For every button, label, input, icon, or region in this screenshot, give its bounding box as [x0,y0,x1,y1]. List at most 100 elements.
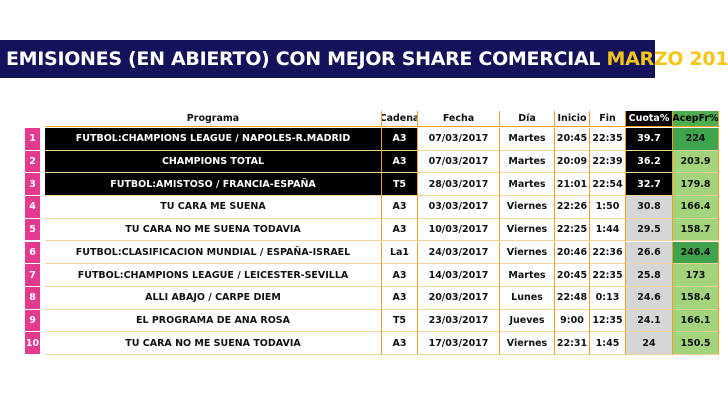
table-cell: 14/03/2017 [418,264,500,287]
table-cell: La1 [382,241,418,265]
table-cell: 22:25 [555,218,590,242]
table-cell: 22:26 [555,196,590,219]
table-cell: 25.8 [626,264,673,287]
title-bar: EMISIONES (EN ABIERTO) CON MEJOR SHARE C… [0,40,728,78]
column-header: Cadena [382,111,418,127]
table-cell: 17/03/2017 [418,332,500,355]
row-number: 10 [25,332,40,355]
table-cell: 22:48 [555,286,590,310]
table-cell: Martes [500,128,555,151]
table-cell: Martes [500,173,555,197]
table-cell: T5 [382,173,418,197]
table-cell: Martes [500,150,555,174]
table-cell: 203.9 [673,150,719,174]
program-name: FUTBOL:CLASIFICACION MUNDIAL / ESPAÑA-IS… [45,241,382,265]
table-cell: Viernes [500,218,555,242]
table-cell: 166.1 [673,309,719,333]
row-number: 3 [25,173,40,197]
table-cell: A3 [382,264,418,287]
row-number: 5 [25,218,40,242]
column-header: Cuota% [626,111,673,127]
column-header: Fin [590,111,626,127]
table-cell: Viernes [500,332,555,355]
program-name: FUTBOL:CHAMPIONS LEAGUE / LEICESTER-SEVI… [45,264,382,287]
table-cell: 22:39 [590,150,626,174]
table-cell: 20:46 [555,241,590,265]
program-name: FUTBOL:AMISTOSO / FRANCIA-ESPAÑA [45,173,382,197]
table-cell: 07/03/2017 [418,128,500,151]
table-cell: Viernes [500,196,555,219]
table-cell: 173 [673,264,719,287]
table-cell: Martes [500,264,555,287]
table-cell: 10/03/2017 [418,218,500,242]
table-cell: T5 [382,309,418,333]
table-cell: 1:50 [590,196,626,219]
table-cell: 26.6 [626,241,673,265]
row-number: 6 [25,241,40,265]
table-cell: A3 [382,332,418,355]
table-cell: 246.4 [673,241,719,265]
table-cell: A3 [382,150,418,174]
table-cell: 21:01 [555,173,590,197]
table-cell: A3 [382,196,418,219]
table-cell: Jueves [500,309,555,333]
table-cell: 39.7 [626,128,673,151]
table-cell: 24 [626,332,673,355]
table-cell: 158.7 [673,218,719,242]
table-cell: Viernes [500,241,555,265]
table-cell: 20/03/2017 [418,286,500,310]
table-cell: 20:09 [555,150,590,174]
column-header: Programa [45,111,382,127]
table-cell: Lunes [500,286,555,310]
table-cell: 23/03/2017 [418,309,500,333]
table-cell: 20:45 [555,128,590,151]
program-name: TU CARA ME SUENA [45,196,382,219]
row-number: 9 [25,309,40,333]
table-cell: 179.8 [673,173,719,197]
table-cell: A3 [382,286,418,310]
table-cell: 166.4 [673,196,719,219]
row-number: 4 [25,196,40,219]
title: EMISIONES (EN ABIERTO) CON MEJOR SHARE C… [6,48,601,70]
title-highlight: MARZO 2017 [606,48,728,70]
table-cell: 1:44 [590,218,626,242]
table-cell: 9:00 [555,309,590,333]
table-cell: 0:13 [590,286,626,310]
table-cell: 224 [673,128,719,151]
table-cell: 36.2 [626,150,673,174]
table-cell: 03/03/2017 [418,196,500,219]
row-number: 7 [25,264,40,287]
column-header: AcepFr% [673,111,719,127]
table-cell: A3 [382,128,418,151]
table-cell: 20:45 [555,264,590,287]
table-cell: 28/03/2017 [418,173,500,197]
table-cell: 07/03/2017 [418,150,500,174]
table-cell: 150.5 [673,332,719,355]
program-name: TU CARA NO ME SUENA TODAVIA [45,332,382,355]
table-cell: 22:35 [590,128,626,151]
program-name: TU CARA NO ME SUENA TODAVIA [45,218,382,242]
table-cell: 24/03/2017 [418,241,500,265]
table-cell: 29.5 [626,218,673,242]
program-name: CHAMPIONS TOTAL [45,150,382,174]
program-name: ALLI ABAJO / CARPE DIEM [45,286,382,310]
table-cell: 22:35 [590,264,626,287]
table-cell: 158.4 [673,286,719,310]
table-cell: 22:31 [555,332,590,355]
table-cell: 22:54 [590,173,626,197]
row-number: 8 [25,286,40,310]
table-cell: 22:36 [590,241,626,265]
table-cell: 30.8 [626,196,673,219]
column-header: Día [500,111,555,127]
table-cell: 12:35 [590,309,626,333]
column-header: Inicio [555,111,590,127]
row-number: 1 [25,128,40,151]
program-name: EL PROGRAMA DE ANA ROSA [45,309,382,333]
program-name: FUTBOL:CHAMPIONS LEAGUE / NAPOLES-R.MADR… [45,128,382,151]
column-header: Fecha [418,111,500,127]
table-cell: 24.6 [626,286,673,310]
table-cell: 24.1 [626,309,673,333]
table-cell: 1:45 [590,332,626,355]
table-cell: A3 [382,218,418,242]
